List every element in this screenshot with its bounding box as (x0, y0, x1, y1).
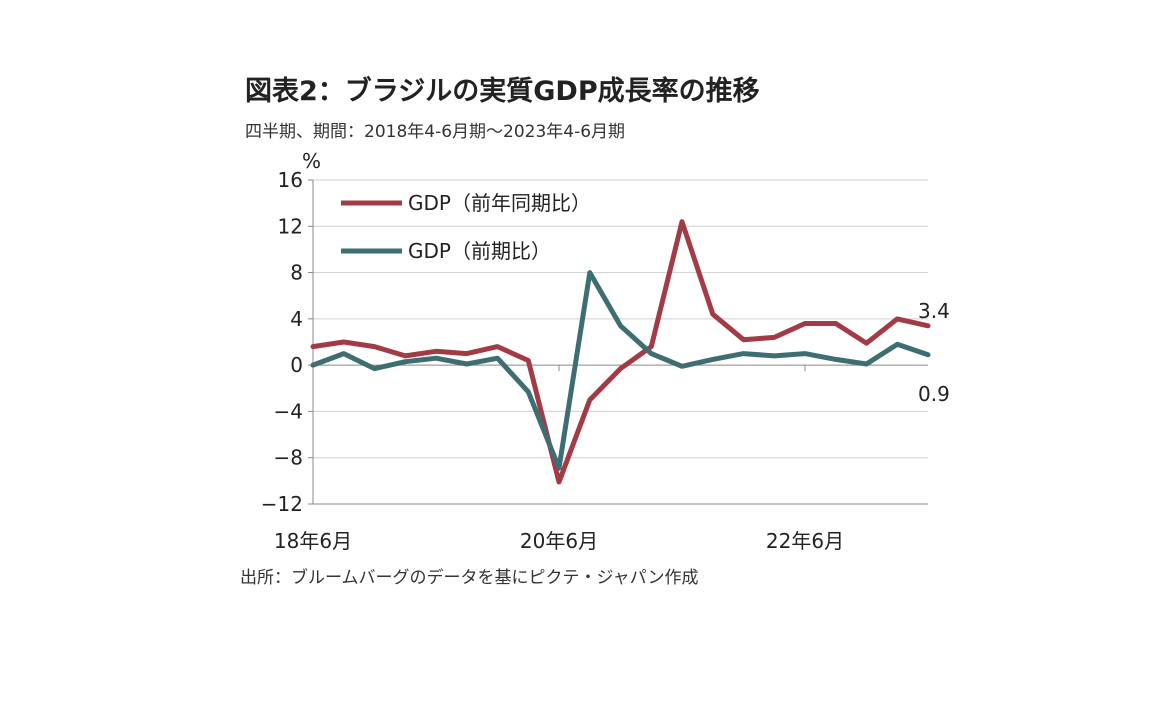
x-tick-label: 20年6月 (520, 529, 598, 553)
series-line-qoq (310, 270, 931, 471)
y-axis-unit: % (302, 149, 321, 173)
source-note: 出所：ブルームバーグのデータを基にピクテ・ジャパン作成 (240, 567, 699, 588)
y-tick-label: −8 (274, 446, 303, 470)
y-tick-label: −12 (261, 492, 303, 516)
y-tick-label: 0 (290, 353, 303, 377)
y-tick-label: 4 (290, 307, 303, 331)
y-tick-label: −4 (274, 399, 303, 423)
chart-title: 図表2：ブラジルの実質GDP成長率の推移 (245, 75, 760, 107)
y-tick-labels: 16 12 8 4 0 −4 −8 −12 (261, 168, 303, 516)
x-tick-label: 18年6月 (274, 529, 352, 553)
axes (308, 179, 928, 505)
x-tick-label: 22年6月 (766, 529, 844, 553)
legend: GDP（前年同期比） GDP（前期比） (341, 191, 591, 263)
legend-label-qoq: GDP（前期比） (408, 239, 551, 263)
series-lines (310, 219, 931, 485)
chart-subtitle: 四半期、期間：2018年4-6月期～2023年4-6月期 (245, 122, 625, 142)
y-tick-label: 16 (278, 168, 303, 192)
series-line-yoy (310, 219, 931, 485)
end-label-qoq: 0.9 (918, 382, 950, 406)
end-label-yoy: 3.4 (918, 299, 950, 323)
y-tick-label: 8 (290, 261, 303, 285)
legend-label-yoy: GDP（前年同期比） (408, 191, 591, 215)
gridlines (313, 179, 928, 459)
x-tick-labels: 18年6月 20年6月 22年6月 (274, 529, 844, 553)
y-tick-label: 12 (278, 214, 303, 238)
